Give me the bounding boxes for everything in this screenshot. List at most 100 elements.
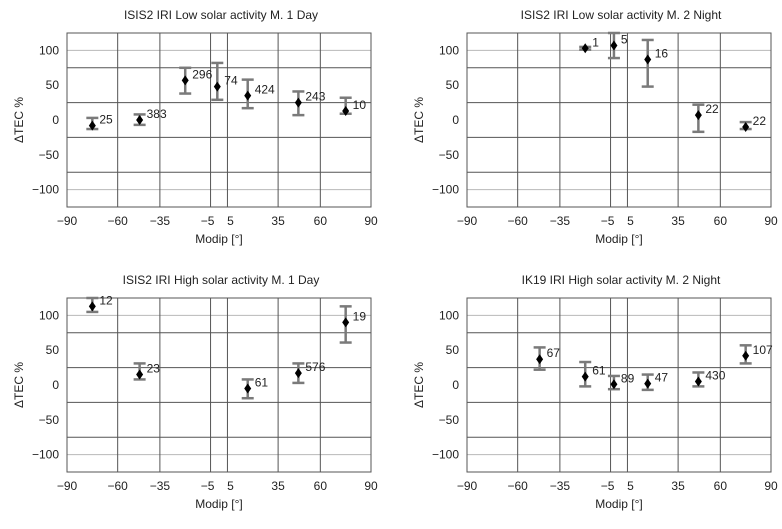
diamond-marker [213, 81, 221, 92]
data-point-1: 25 [86, 113, 113, 131]
y-tick-label: 0 [452, 113, 459, 127]
x-tick-label: −5 [601, 479, 615, 493]
y-tick-label: −50 [39, 413, 60, 427]
data-point-5: 430 [692, 369, 726, 388]
x-tick-label: 5 [627, 214, 634, 228]
diamond-marker [294, 97, 302, 108]
x-tick-label: 35 [671, 214, 685, 228]
x-tick-label: −60 [507, 214, 528, 228]
chart-panel-2: −100 −50 0 50 100 −90 −60 −35 −5 5 35 60 90 ISIS2 IRI… [412, 8, 778, 246]
data-point-2: 383 [133, 107, 167, 127]
x-tick-label: 90 [364, 214, 378, 228]
diamond-marker [644, 378, 652, 389]
sample-count-label: 19 [353, 309, 367, 323]
sample-count-label: 430 [705, 369, 725, 383]
x-tick-label: −60 [107, 479, 128, 493]
sample-count-label: 61 [592, 364, 606, 378]
x-tick-label: 35 [271, 479, 285, 493]
diamond-marker [742, 350, 750, 361]
sample-count-label: 22 [705, 102, 719, 116]
data-point-5: 22 [739, 114, 766, 132]
x-axis-label: Modip [°] [595, 232, 642, 246]
y-tick-label: 50 [46, 343, 60, 357]
x-tick-label: 5 [227, 214, 234, 228]
plot-frame [66, 32, 372, 208]
y-tick-label: 100 [439, 308, 459, 322]
data-point-4: 74 [211, 61, 238, 102]
data-point-7: 10 [339, 96, 367, 116]
sample-count-label: 383 [147, 107, 167, 121]
x-tick-label: −60 [507, 479, 528, 493]
sample-count-label: 10 [353, 98, 367, 112]
data-point-3: 61 [241, 375, 269, 400]
x-tick-label: 60 [714, 214, 728, 228]
sample-count-label: 74 [224, 74, 238, 88]
chart-panel-4: −100 −50 0 50 100 −90 −60 −35 −5 5 35 60 90 IK19 IRI … [412, 273, 778, 511]
y-tick-label: 0 [452, 378, 459, 392]
diamond-marker [644, 54, 652, 65]
x-tick-label: 90 [764, 479, 778, 493]
chart-panel-1: −100 −50 0 50 100 −90 −60 −35 −5 5 35 60 90 ISIS2 IRI… [12, 8, 378, 246]
data-point-6: 107 [739, 343, 773, 365]
x-axis-label: Modip [°] [595, 497, 642, 511]
x-tick-label: 5 [627, 479, 634, 493]
data-point-4: 576 [292, 360, 326, 385]
data-point-2: 61 [579, 360, 606, 388]
data-point-3: 296 [179, 66, 213, 95]
diamond-marker [342, 105, 350, 116]
sample-count-label: 243 [305, 90, 325, 104]
diamond-marker [88, 301, 96, 312]
data-point-4: 47 [641, 371, 668, 392]
chart-panel-3: −100 −50 0 50 100 −90 −60 −35 −5 5 35 60 90 ISIS2 IRI… [12, 273, 378, 511]
sample-count-label: 107 [753, 343, 773, 357]
x-tick-label: −5 [601, 214, 615, 228]
data-point-2: 23 [133, 362, 160, 381]
x-tick-label: −60 [107, 214, 128, 228]
diamond-marker [581, 371, 589, 382]
x-tick-label: −90 [457, 214, 478, 228]
y-tick-label: 0 [52, 113, 59, 127]
y-tick-label: 50 [46, 78, 60, 92]
plot-frame [466, 297, 772, 473]
diamond-marker [610, 379, 618, 390]
y-axis-label: ΔTEC % [12, 362, 26, 408]
sample-count-label: 1 [592, 35, 599, 49]
diamond-marker [694, 376, 702, 387]
x-tick-label: −90 [57, 479, 78, 493]
x-tick-label: −90 [457, 479, 478, 493]
x-tick-label: −5 [201, 214, 215, 228]
data-point-1: 67 [533, 346, 560, 371]
y-axis-label: ΔTEC % [412, 97, 426, 143]
x-tick-label: 60 [314, 214, 328, 228]
data-point-6: 243 [292, 90, 326, 117]
x-tick-label: −35 [150, 214, 171, 228]
data-point-1: 12 [86, 293, 113, 314]
y-axis-label: ΔTEC % [412, 362, 426, 408]
diamond-marker [136, 115, 144, 125]
diamond-marker [581, 43, 589, 54]
sample-count-label: 296 [192, 67, 212, 81]
x-tick-label: 60 [314, 479, 328, 493]
y-tick-label: 100 [39, 43, 59, 57]
x-tick-label: 5 [227, 479, 234, 493]
y-tick-label: 50 [446, 78, 460, 92]
plot-frame [66, 297, 372, 473]
x-tick-label: −35 [550, 479, 571, 493]
x-tick-label: 35 [271, 214, 285, 228]
diamond-marker [694, 110, 702, 121]
data-point-1: 1 [579, 35, 599, 54]
x-axis-label: Modip [°] [195, 497, 242, 511]
sample-count-label: 61 [255, 375, 269, 389]
y-tick-label: 50 [446, 343, 460, 357]
x-tick-label: 60 [714, 479, 728, 493]
diamond-marker [610, 40, 618, 51]
data-point-3: 16 [641, 38, 668, 88]
y-tick-label: 100 [39, 308, 59, 322]
diamond-marker [342, 317, 350, 328]
sample-count-label: 12 [99, 293, 113, 307]
sample-count-label: 5 [621, 33, 628, 47]
diamond-marker [294, 368, 302, 379]
data-point-5: 19 [339, 305, 367, 344]
data-point-2: 5 [607, 31, 628, 60]
diamond-marker [181, 75, 189, 86]
